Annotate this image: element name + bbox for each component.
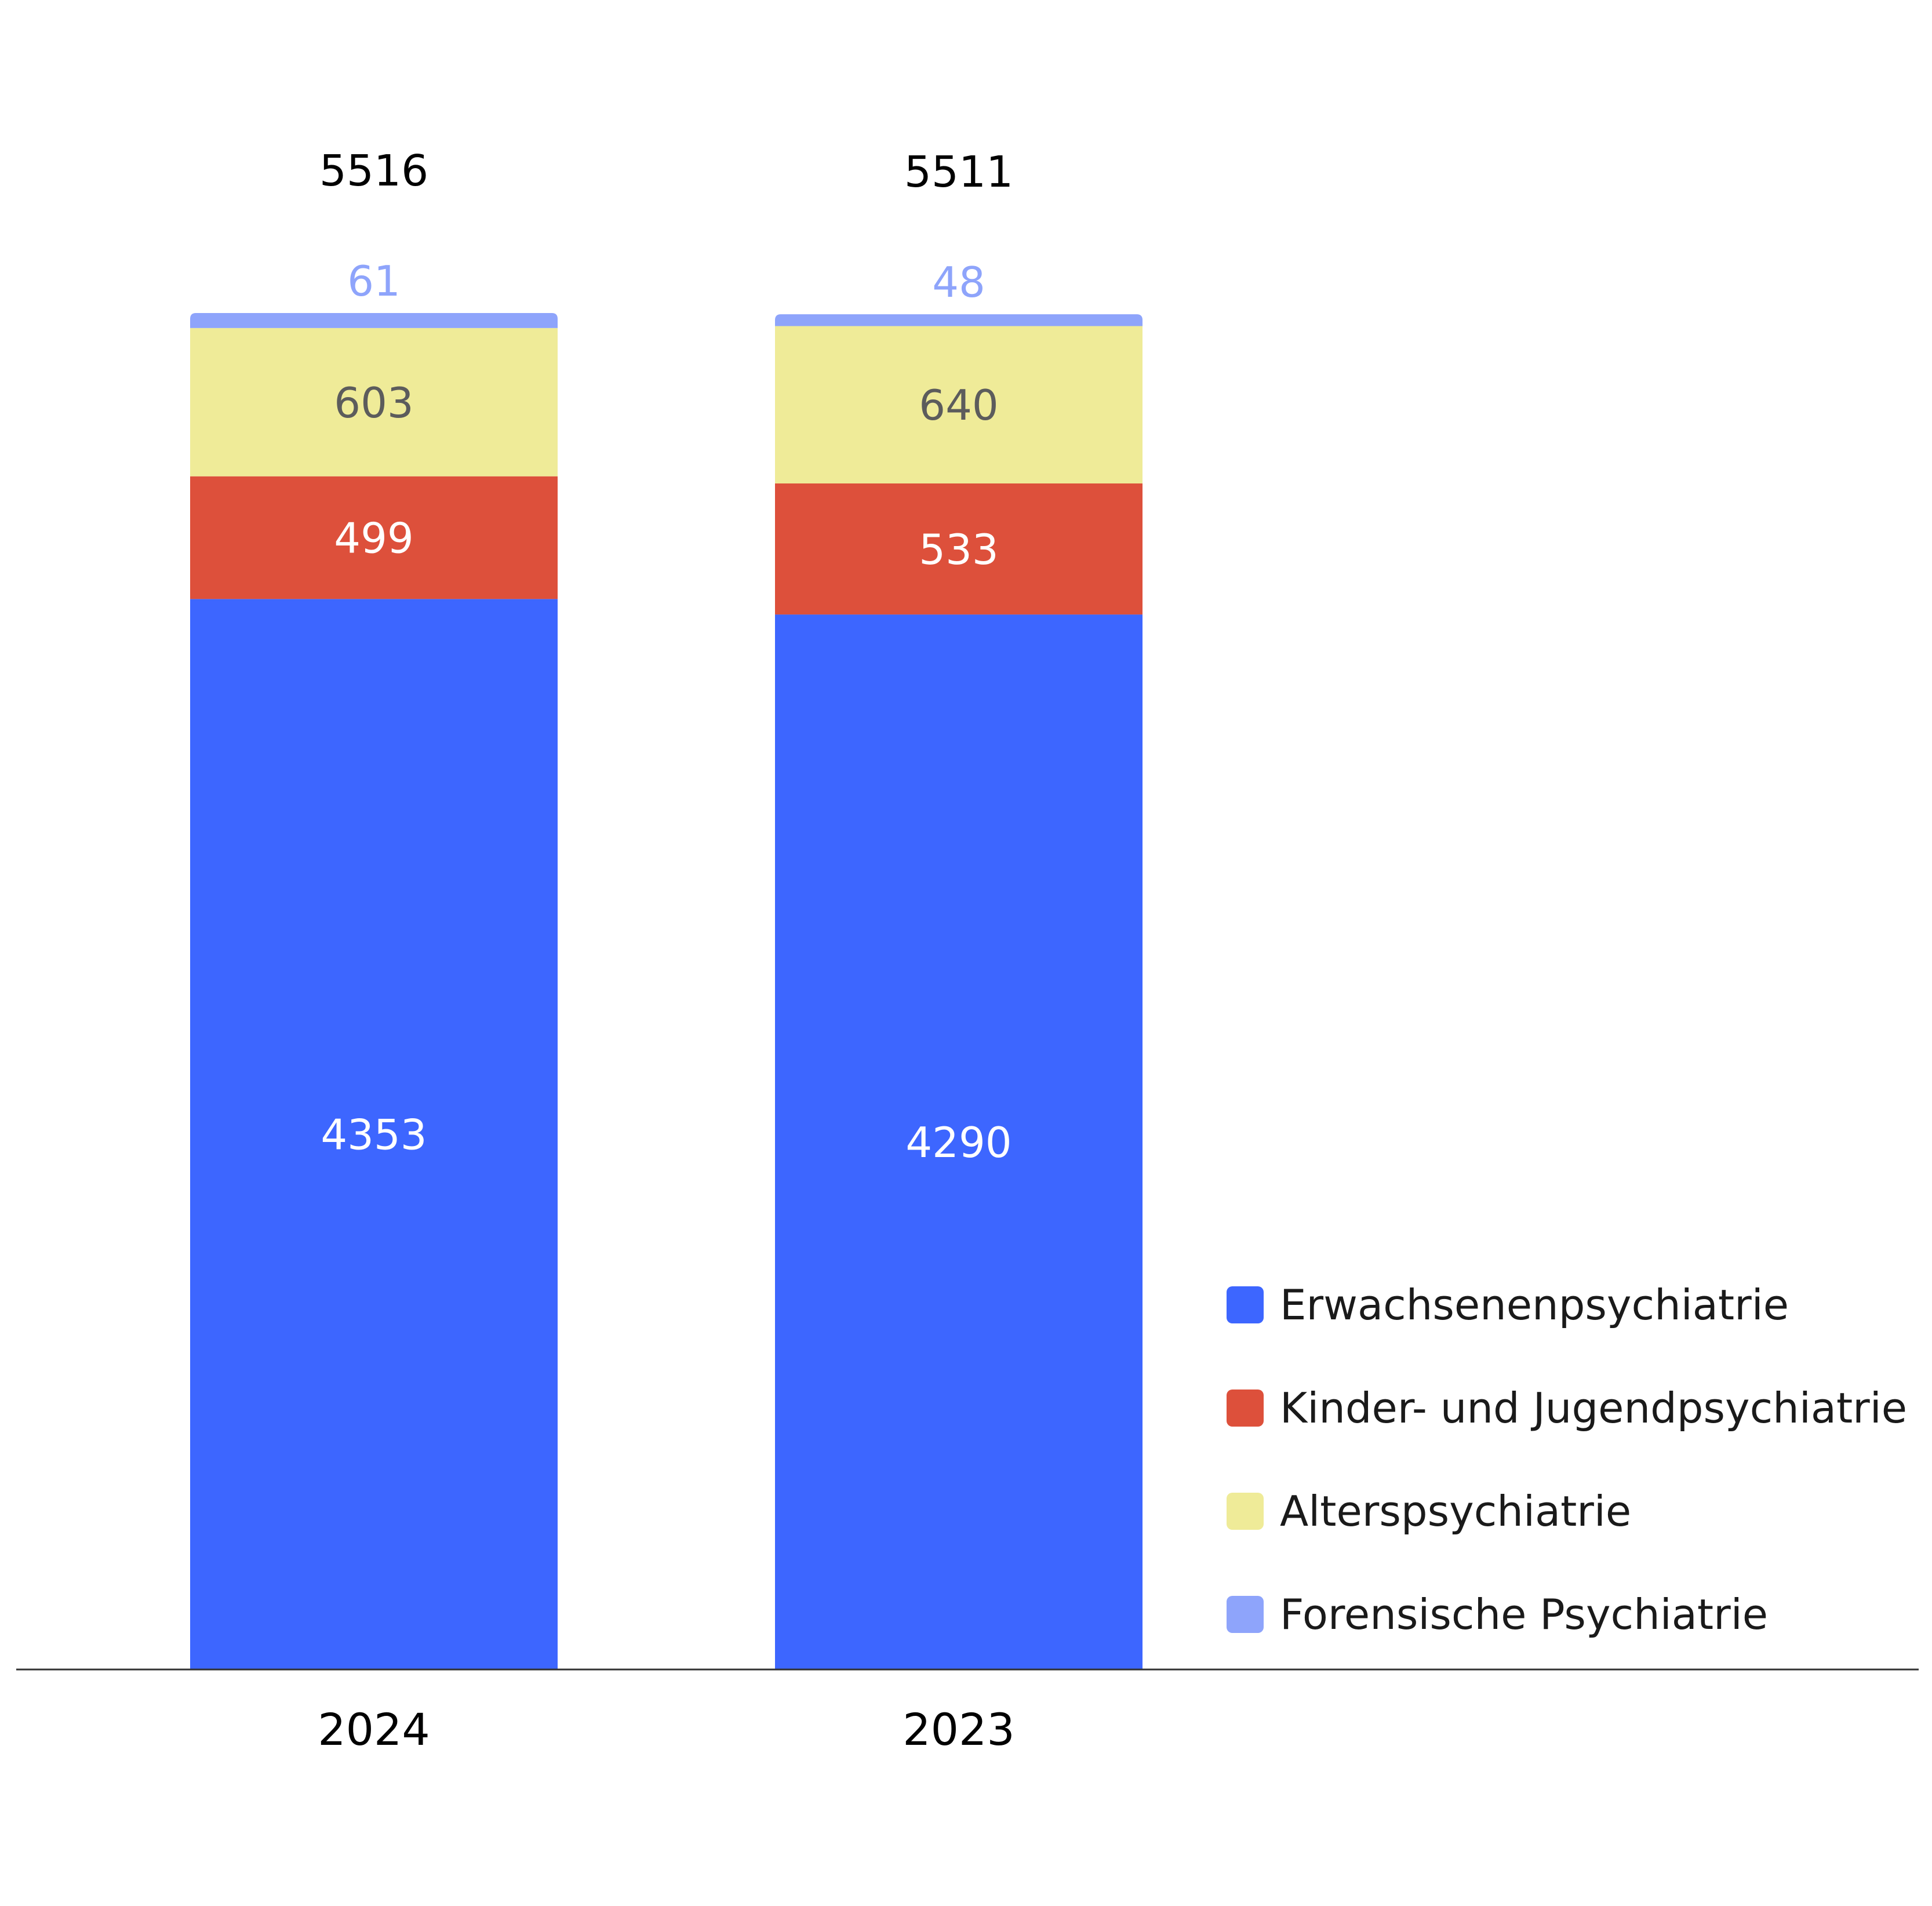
bar-segment-2024-0 [190,599,558,1669]
legend-label: Alterspsychiatrie [1280,1487,1632,1536]
bar-segment-2023-1 [775,483,1143,615]
data-label-2023-1: 533 [919,525,998,574]
bar-segment-2023-0 [775,614,1143,1669]
legend-item-erwachsenenpsychiatrie: Erwachsenenpsychiatrie [1227,1253,1928,1356]
category-label-2024: 2024 [318,1704,430,1755]
legend-item-alterspsychiatrie: Alterspsychiatrie [1227,1460,1928,1563]
data-label-2024-1: 499 [334,514,413,563]
legend: Erwachsenenpsychiatrie Kinder- und Jugen… [1227,1253,1928,1666]
data-label-2024-0: 4353 [321,1111,427,1159]
data-labels-layer: 4353 499 603 61 5516 4290 533 640 48 5511 [319,146,1013,1167]
bar-segment-2024-3 [190,313,558,328]
legend-item-kinder-und-jugendpsychiatrie: Kinder- und Jugendpsychiatrie [1227,1356,1928,1460]
legend-label: Kinder- und Jugendpsychiatrie [1280,1384,1908,1432]
legend-swatch [1227,1493,1264,1530]
data-label-2024-2: 603 [334,379,413,427]
bar-segment-2023-2 [775,326,1143,483]
bar-segment-2024-1 [190,476,558,599]
category-labels-layer: 2024 2023 [318,1704,1014,1755]
category-label-2023: 2023 [903,1704,1014,1755]
bars-layer [190,313,1143,1669]
bar-segment-2023-3 [775,314,1143,326]
data-label-2024-3: 61 [347,257,401,305]
legend-label: Forensische Psychiatrie [1280,1590,1769,1639]
bar-segment-2024-2 [190,328,558,476]
legend-item-forensische-psychiatrie: Forensische Psychiatrie [1227,1563,1928,1666]
legend-label: Erwachsenenpsychiatrie [1280,1281,1789,1329]
data-label-2023-3: 48 [932,258,985,307]
legend-swatch [1227,1390,1264,1427]
legend-swatch [1227,1286,1264,1323]
data-label-2023-0: 4290 [905,1118,1012,1167]
total-label-2023: 5511 [904,147,1013,197]
total-label-2024: 5516 [319,146,428,196]
data-label-2023-2: 640 [919,381,998,430]
legend-swatch [1227,1596,1264,1633]
